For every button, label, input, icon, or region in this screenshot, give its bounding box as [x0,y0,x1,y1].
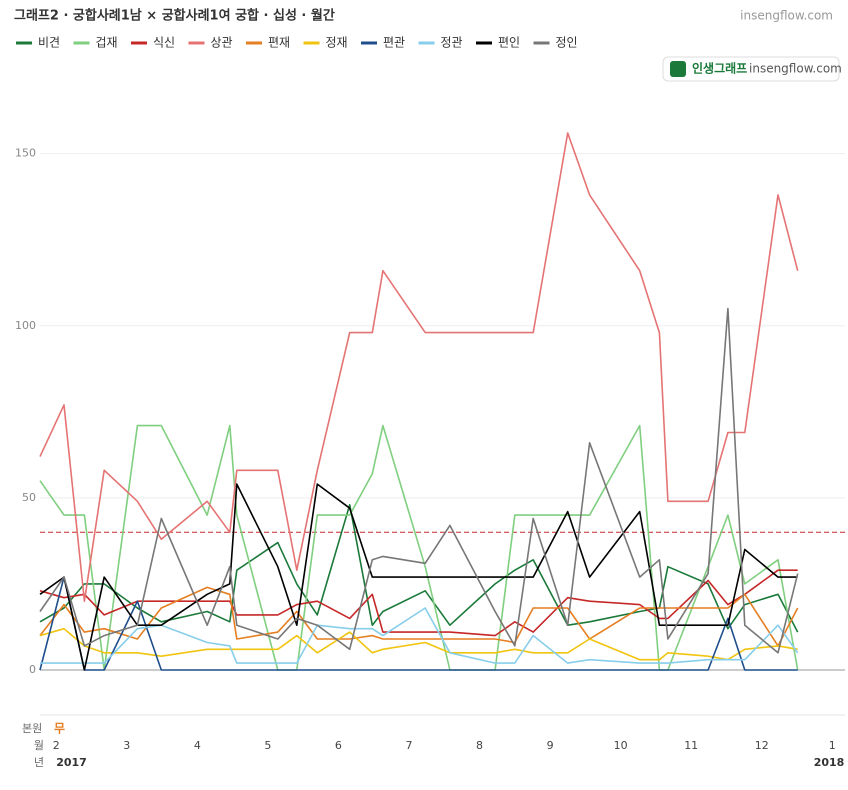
legend-label: 정관 [441,36,463,50]
month-label: 월 [34,739,44,752]
legend-label: 겁재 [96,36,118,50]
y-tick-label: 150 [15,147,36,160]
bonwon-value: 무 [54,722,65,736]
legend-label: 편인 [498,36,520,50]
x-tick-label: 11 [684,739,698,752]
x-tick-label: 8 [476,739,483,752]
series-line [39,424,799,671]
legend-label: 식신 [153,36,175,50]
legend-label: 편관 [383,36,405,50]
y-tick-label: 50 [22,491,36,504]
series-line [39,576,798,671]
bonwon-label: 본원 [22,722,42,735]
series-line [39,504,799,633]
x-tick-label: 12 [755,739,769,752]
year-tick-label: 2017 [56,756,87,769]
source: insengflow.com [740,9,833,23]
chart-title: 그래프2 · 궁합사례1남 × 궁합사례1여 궁합 · 십성 · 월간 [14,8,335,24]
year-label: 년 [34,756,44,769]
x-tick-label: 10 [614,739,628,752]
x-tick-label: 7 [405,739,412,752]
badge-brand: 인생그래프 [692,61,747,76]
x-tick-label: 1 [829,739,836,752]
series-line [39,483,798,671]
badge-icon [670,61,686,77]
legend-label: 비견 [38,36,60,50]
x-tick-label: 6 [335,739,342,752]
x-tick-label: 2 [53,739,60,752]
series-line [39,586,799,647]
legend-label: 편재 [268,36,290,50]
x-tick-label: 4 [194,739,201,752]
series-line [39,132,799,602]
x-tick-label: 3 [123,739,130,752]
badge-site: insengflow.com [749,62,842,76]
year-tick-label: 2018 [814,756,845,769]
y-tick-label: 0 [29,663,36,676]
legend-label: 정인 [556,36,578,50]
legend-label: 상관 [211,36,233,50]
badge [662,56,840,82]
legend-label: 정재 [326,36,348,50]
series-line [39,569,798,637]
y-tick-label: 100 [15,319,36,332]
x-tick-label: 5 [264,739,271,752]
series-line [39,627,798,661]
x-tick-label: 9 [547,739,554,752]
series-line [39,307,799,654]
